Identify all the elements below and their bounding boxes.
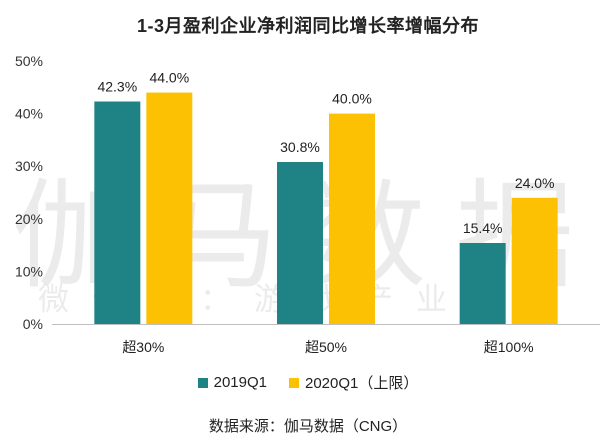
x-tick-label: 超100% bbox=[484, 339, 534, 355]
legend-swatch-2020 bbox=[289, 377, 299, 388]
bar-2019 bbox=[459, 242, 506, 324]
data-label: 40.0% bbox=[332, 91, 372, 107]
y-tick-label: 10% bbox=[15, 263, 43, 279]
bar-2019 bbox=[277, 161, 323, 324]
data-label: 15.4% bbox=[463, 220, 503, 236]
bar-2020 bbox=[511, 197, 558, 324]
legend: 2019Q1 2020Q1（上限） bbox=[0, 372, 616, 393]
data-label: 42.3% bbox=[97, 79, 137, 95]
legend-swatch-2019 bbox=[197, 377, 208, 388]
bar-2020 bbox=[146, 92, 193, 324]
y-tick-label: 20% bbox=[15, 211, 43, 227]
y-tick-label: 30% bbox=[15, 158, 43, 174]
legend-label-2020: 2020Q1（上限） bbox=[305, 375, 419, 392]
legend-item-2020: 2020Q1（上限） bbox=[289, 372, 418, 393]
bar-2019 bbox=[94, 101, 141, 324]
data-label: 24.0% bbox=[515, 175, 555, 191]
legend-label-2019: 2019Q1 bbox=[213, 374, 267, 391]
data-label: 30.8% bbox=[280, 139, 320, 155]
y-tick-label: 50% bbox=[15, 53, 43, 69]
x-tick-label: 超50% bbox=[305, 339, 347, 355]
bar-2020 bbox=[329, 113, 375, 324]
data-label: 44.0% bbox=[149, 70, 189, 86]
legend-item-2019: 2019Q1 bbox=[197, 372, 267, 393]
y-tick-label: 40% bbox=[15, 106, 43, 122]
x-tick-label: 超30% bbox=[122, 339, 164, 355]
chart-title: 1-3月盈利企业净利润同比增长率增幅分布 bbox=[136, 16, 479, 36]
data-source: 数据来源：伽马数据（CNG） bbox=[208, 418, 408, 435]
y-tick-label: 0% bbox=[23, 316, 43, 332]
